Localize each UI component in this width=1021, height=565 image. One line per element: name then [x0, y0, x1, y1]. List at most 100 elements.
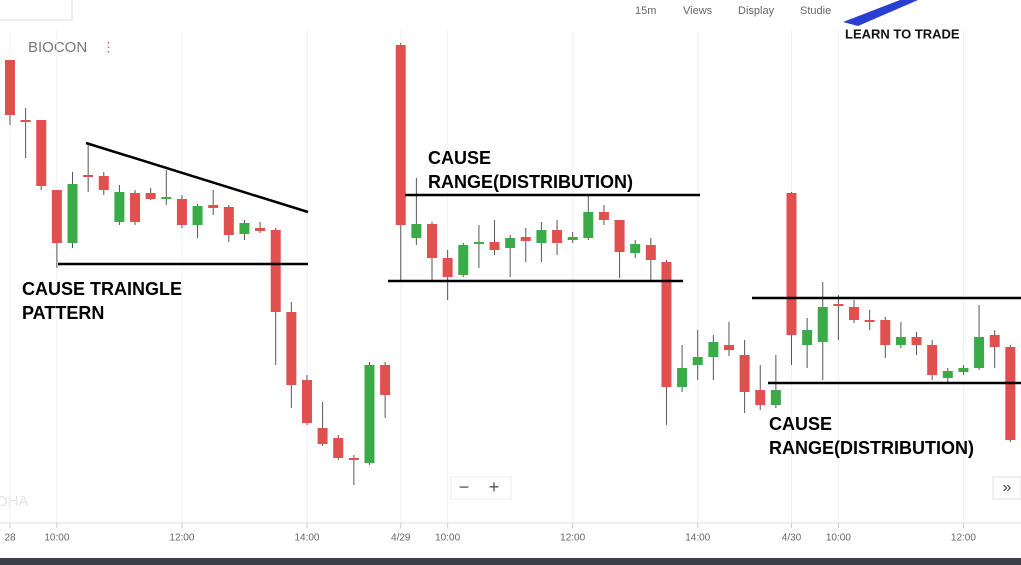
candle-body — [927, 345, 938, 375]
x-tick-label: 14:00 — [685, 533, 710, 544]
candle-body — [255, 228, 266, 231]
views-menu[interactable]: Views — [683, 5, 713, 17]
annotation: RANGE(DISTRIBUTION) — [769, 438, 974, 458]
candle-body — [161, 197, 172, 199]
candle-body — [333, 438, 344, 458]
candle-body — [864, 320, 875, 322]
zoom-in[interactable]: + — [489, 477, 500, 497]
candle-body — [176, 199, 187, 225]
x-tick-label: 10:00 — [435, 533, 460, 544]
candle-body — [817, 307, 828, 342]
candle-body — [723, 345, 734, 350]
candle-body — [395, 45, 406, 225]
candle-body — [51, 190, 62, 243]
candle-body — [802, 330, 813, 345]
candle-body — [692, 357, 703, 365]
candle-body — [755, 390, 766, 405]
zoom-controls — [450, 476, 512, 500]
candle-body — [130, 193, 141, 222]
candle-body — [458, 245, 469, 275]
candle-body — [145, 193, 156, 199]
annotation: RANGE(DISTRIBUTION) — [428, 172, 633, 192]
annotation: CAUSE TRAINGLE — [22, 279, 182, 299]
candle-body — [1005, 347, 1016, 440]
candle-body — [770, 390, 781, 405]
candle-body — [661, 262, 672, 387]
annotation: PATTERN — [22, 303, 104, 323]
candle-body — [192, 206, 203, 225]
candle-body — [958, 368, 969, 372]
candles — [5, 43, 1016, 485]
candle-body — [630, 244, 641, 253]
candle-body — [583, 212, 594, 238]
candle-body — [489, 242, 500, 250]
candle-body — [520, 237, 531, 241]
candle-body — [536, 230, 547, 243]
candle-body — [567, 237, 578, 240]
candle-body — [223, 207, 234, 235]
candle-body — [348, 458, 359, 460]
candle-body — [442, 258, 453, 277]
candle-body — [286, 312, 297, 385]
candle-body — [677, 368, 688, 387]
candle-body — [114, 192, 125, 222]
candle-body — [880, 320, 891, 345]
candle-body — [317, 428, 328, 444]
x-tick-label: 4/30 — [782, 533, 802, 544]
candle-body — [708, 342, 719, 357]
candle-body — [270, 230, 281, 312]
trend-line — [85, 141, 309, 214]
interval-menu[interactable]: 15m — [635, 5, 656, 17]
candle-body — [833, 304, 844, 306]
x-tick-label: 12:00 — [560, 533, 585, 544]
candle-body — [411, 224, 422, 238]
candle-body — [739, 355, 750, 392]
annotation: CAUSE — [769, 414, 832, 434]
x-tick-label: 12:00 — [951, 533, 976, 544]
candle-body — [552, 230, 563, 243]
scroll-button[interactable] — [992, 476, 1021, 500]
watermark: OHA — [0, 493, 29, 510]
logo-swoosh — [843, 0, 918, 26]
chart-title: BIOCON — [28, 39, 87, 56]
candle-body — [20, 120, 31, 122]
display-menu[interactable]: Display — [738, 5, 775, 17]
candle-body — [83, 175, 94, 177]
x-axis: 28 10:00 12:00 14:00 4/29 10:00 12:00 14:00 4/30… — [4, 523, 976, 544]
title-menu[interactable]: ⋮ — [102, 39, 115, 54]
candle-body — [505, 238, 516, 248]
candle-body — [942, 371, 953, 378]
candle-body — [895, 337, 906, 345]
zoom-out[interactable]: − — [459, 477, 470, 497]
brand: LEARN TO TRADE — [845, 26, 960, 41]
candle-body — [598, 212, 609, 220]
scroll-icon: » — [1003, 479, 1012, 496]
x-tick-label: 14:00 — [294, 533, 319, 544]
x-tick-label: 12:00 — [169, 533, 194, 544]
studies-menu[interactable]: Studie — [800, 5, 831, 17]
candle-body — [786, 193, 797, 335]
footer-strip — [0, 558, 1021, 565]
candle-body — [239, 223, 250, 234]
candle-body — [36, 120, 47, 186]
annotation: CAUSE — [428, 148, 491, 168]
candle-body — [473, 242, 484, 244]
x-tick-label: 10:00 — [826, 533, 851, 544]
candle-body — [5, 60, 15, 115]
candle-body — [911, 337, 922, 345]
candle-body — [427, 224, 438, 258]
candle-body — [849, 307, 860, 320]
candle-body — [380, 365, 391, 395]
candle-body — [614, 220, 625, 252]
search-box[interactable] — [0, 0, 73, 21]
candle-body — [645, 245, 656, 260]
candle-body — [208, 205, 219, 208]
x-tick-label: 4/29 — [391, 533, 411, 544]
candle-body — [989, 335, 1000, 347]
candle-body — [364, 365, 375, 463]
x-tick-label: 10:00 — [44, 533, 69, 544]
candle-body — [98, 176, 109, 190]
candle-body — [974, 337, 985, 368]
